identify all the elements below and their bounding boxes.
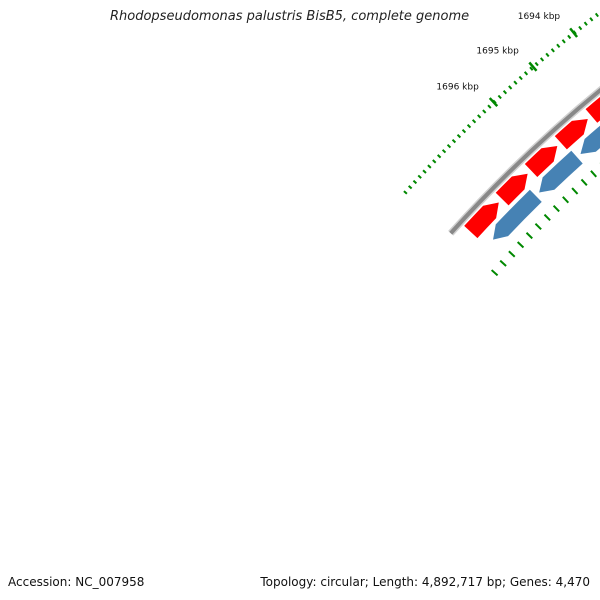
backbone-ring [448,85,600,236]
feature-tracks [464,96,600,240]
minor-tick-outer [432,159,437,164]
minor-tick-outer [578,25,583,31]
minor-tick-outer [534,61,539,67]
minor-tick-outer [550,48,555,53]
forward-cds-2 [495,173,528,206]
minor-tick-inner [562,196,570,204]
minor-tick-inner [499,259,507,267]
minor-tick-outer [451,138,457,144]
minor-tick-outer [523,71,529,76]
minor-tick-outer [461,128,467,134]
minor-tick-inner [490,269,499,277]
reverse-cds-11 [580,125,600,154]
minor-tick-inner [525,232,533,240]
minor-tick-outer [545,52,550,58]
accession-text: Accession: NC_007958 [8,575,145,589]
minor-tick-inner [516,241,525,249]
forward-cds-3 [524,145,558,177]
map-title: Rhodopseudomonas palustris BisB5, comple… [110,9,470,24]
minor-tick-outer [408,185,413,190]
major-tick [569,27,579,38]
minor-tick-outer [556,43,561,49]
minor-tick-inner [543,213,551,222]
minor-tick-outer [412,179,418,185]
minor-tick-outer [422,169,427,174]
minor-tick-outer [508,85,513,90]
minor-tick-outer [529,66,534,71]
tick-label: 1695 kbp [476,46,519,56]
minor-tick-inner [534,222,542,231]
minor-tick-outer [436,154,442,159]
minor-tick-inner [552,205,560,213]
tick-label: 1696 kbp [436,82,479,92]
minor-tick-outer [427,164,432,169]
minor-tick-outer [567,34,572,40]
reverse-cds-12 [539,150,583,193]
minor-tick-inner [580,178,588,186]
minor-tick-outer [417,174,422,179]
major-tick [488,97,499,107]
major-tick [528,61,538,72]
minor-tick-outer [477,114,482,119]
minor-tick-outer [589,17,594,22]
minor-tick-outer [456,133,462,139]
minor-tick-inner [508,250,516,258]
minor-tick-outer [471,119,477,124]
minor-tick-outer [561,39,566,44]
forward-cds-1 [464,202,499,239]
minor-tick-outer [513,80,518,85]
forward-cds-4 [554,119,588,150]
minor-tick-outer [594,12,599,18]
reverse-cds-13 [493,189,542,240]
minor-tick-outer [518,75,523,81]
forward-cds-5 [585,96,600,123]
minor-tick-outer [482,109,487,114]
minor-tick-outer [446,144,452,149]
topology-text: Topology: circular; Length: 4,892,717 bp… [260,575,590,589]
tick-label: 1694 kbp [518,12,561,22]
minor-tick-outer [583,21,588,26]
minor-tick-inner [590,170,598,178]
minor-tick-outer [403,190,408,195]
backbone-ring-line [449,87,600,235]
minor-tick-outer [466,124,472,129]
minor-tick-outer [502,90,508,95]
minor-tick-outer [539,57,545,62]
minor-tick-outer [497,94,502,100]
tick-track: 1685 kbp1686 kbp1687 kbp1688 kbp1689 kbp… [403,12,600,277]
minor-tick-outer [441,149,447,154]
minor-tick-outer [487,104,492,109]
minor-tick-inner [571,187,579,195]
